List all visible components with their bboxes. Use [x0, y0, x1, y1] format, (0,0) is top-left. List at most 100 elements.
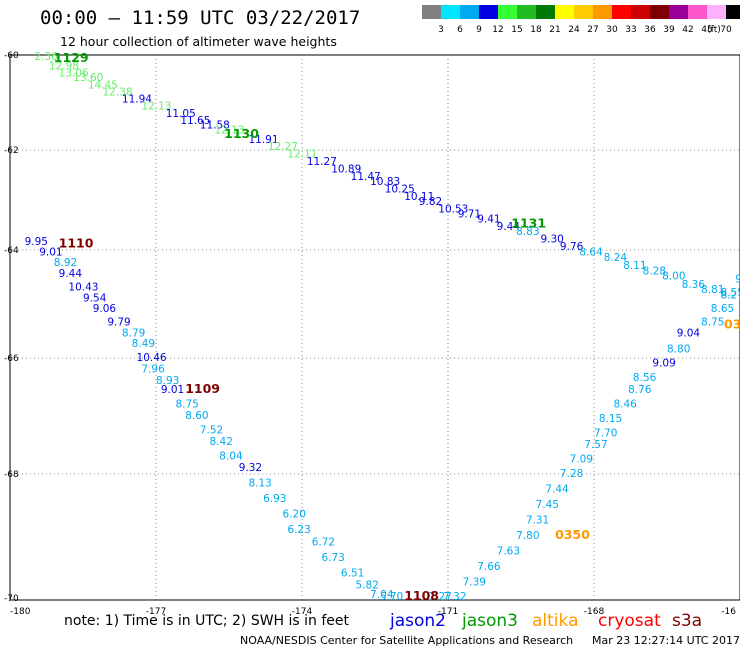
legend-swatch — [707, 5, 726, 19]
satellite-name: jason2 — [389, 611, 446, 631]
pass-time-label: 1110 — [59, 236, 94, 251]
legend-label: 15 — [511, 25, 522, 35]
y-tick-label: -60 — [4, 51, 19, 61]
wave-height-label: 8.24 — [604, 252, 628, 264]
wave-height-label: 8.75 — [701, 317, 724, 329]
wave-height-label: 9.09 — [652, 358, 675, 370]
wave-height-label: 9.82 — [419, 196, 442, 208]
wave-height-label: 7.70 — [594, 427, 617, 439]
wave-height-label: 12.27 — [268, 141, 298, 153]
legend-swatch — [631, 5, 650, 19]
wave-height-label: 9.41 — [477, 214, 500, 226]
wave-height-label: 9.76 — [560, 241, 584, 253]
pass-time-label: 1131 — [511, 216, 546, 231]
wave-height-label: 8.92 — [54, 257, 77, 269]
wave-height-label: 9.0 — [735, 273, 740, 285]
page-subtitle: 12 hour collection of altimeter wave hei… — [60, 34, 337, 49]
legend-swatch — [498, 5, 517, 19]
wave-height-label: 8.65 — [711, 303, 734, 315]
wave-height-label: 7.09 — [570, 453, 593, 465]
pass-time-label: 1109 — [185, 381, 220, 396]
wave-height-label: 8.55 — [721, 287, 740, 299]
pass-time-label: 0350 — [555, 527, 590, 542]
legend-swatch — [650, 5, 669, 19]
wave-height-label: 10.11 — [404, 191, 434, 203]
wave-height-label: 7.27 — [429, 591, 452, 603]
legend-swatch — [593, 5, 612, 19]
wave-height-label: 12.13 — [141, 101, 171, 113]
wave-height-label: 7.52 — [200, 424, 223, 436]
wave-height-label: 9.30 — [540, 234, 563, 246]
wave-height-label: 8.83 — [516, 226, 539, 238]
wave-height-label: 7.45 — [536, 499, 559, 511]
legend-label: 27 — [587, 25, 598, 35]
legend-swatch — [669, 5, 688, 19]
wave-height-label: 8.28 — [643, 265, 666, 277]
legend-label: 36 — [644, 25, 656, 35]
legend-label: 24 — [568, 25, 580, 35]
wave-height-label: 7.63 — [497, 546, 520, 558]
wave-height-label: 12.38 — [102, 86, 132, 98]
wave-height-label: 7.28 — [560, 468, 583, 480]
footer-note: note: 1) Time is in UTC; 2) SWH is in fe… — [64, 613, 350, 629]
legend-swatch — [441, 5, 460, 19]
pass-time-label: 03 — [724, 316, 740, 331]
grid-lines — [10, 55, 740, 600]
legend-label: 70 — [720, 25, 732, 35]
wave-height-label: 12.11 — [287, 149, 317, 161]
x-tick-label: -171 — [438, 607, 458, 617]
wave-height-label: 7.04 — [370, 589, 394, 601]
legend-label: 39 — [663, 25, 675, 35]
wave-height-label: 9.95 — [25, 236, 48, 248]
wave-height-label: 6.93 — [263, 493, 286, 505]
plot-area: -180 -177 -174 -171 -168 -16 -60 -62 -64 -66 -68 -7… — [4, 50, 740, 617]
legend-swatch — [574, 5, 593, 19]
wave-height-label: 7.32 — [443, 591, 466, 603]
wave-height-label: 8.79 — [122, 327, 145, 339]
wave-height-label: 8.36 — [682, 279, 706, 291]
legend-swatch — [555, 5, 574, 19]
wave-height-label: 8.04 — [219, 451, 243, 463]
y-tick-label: -62 — [4, 146, 19, 156]
x-tick-label: -177 — [146, 607, 166, 617]
wave-height-label: 9.06 — [93, 303, 117, 315]
satellite-legend: jason2 jason3 altika cryosat s3a — [389, 611, 702, 631]
wave-height-label: 8.81 — [701, 284, 724, 296]
wave-height-label: 8.56 — [633, 372, 657, 384]
wave-height-label: 9.01 — [39, 246, 62, 258]
wave-height-label: 6.73 — [321, 552, 344, 564]
wave-height-label: 9.32 — [239, 462, 262, 474]
wave-height-label: 11.91 — [248, 134, 278, 146]
wave-height-label: 6.20 — [283, 508, 306, 520]
wave-height-label: 11.94 — [122, 94, 152, 106]
wave-height-label: 10.83 — [370, 176, 400, 188]
wave-height-label: 9.01 — [161, 384, 184, 396]
satellite-name: altika — [532, 611, 579, 631]
wave-height-label: 8.15 — [599, 413, 622, 425]
y-tick-label: -64 — [4, 246, 19, 256]
wave-height-label: 10.25 — [385, 184, 415, 196]
wave-height-label: 11.05 — [166, 108, 196, 120]
legend-swatch — [517, 5, 536, 19]
wave-height-label: 8.49 — [132, 338, 155, 350]
legend-swatch — [536, 5, 555, 19]
wave-height-label: 10.53 — [438, 204, 468, 216]
y-tick-label: -66 — [4, 354, 19, 364]
wave-height-label: 12.13 — [214, 124, 244, 136]
y-tick-label: -68 — [4, 470, 19, 480]
wave-height-label: 9.44 — [497, 221, 521, 233]
legend-unit: (ft) — [707, 25, 721, 35]
wave-height-label: 13.60 — [73, 72, 103, 84]
wave-height-label: 9.54 — [83, 292, 107, 304]
wave-height-label: 10.43 — [68, 282, 98, 294]
legend-swatch — [688, 5, 707, 19]
wave-height-label: 11.58 — [200, 120, 230, 132]
legend-swatch — [612, 5, 631, 19]
wave-height-label: 7.39 — [463, 577, 486, 589]
satellite-name: s3a — [672, 611, 702, 631]
wave-height-label: 8.13 — [248, 477, 271, 489]
wave-height-label: 13.06 — [59, 67, 89, 79]
legend-label: 6 — [457, 25, 463, 35]
legend-label: 45 — [701, 25, 712, 35]
legend-label: 12 — [492, 25, 503, 35]
